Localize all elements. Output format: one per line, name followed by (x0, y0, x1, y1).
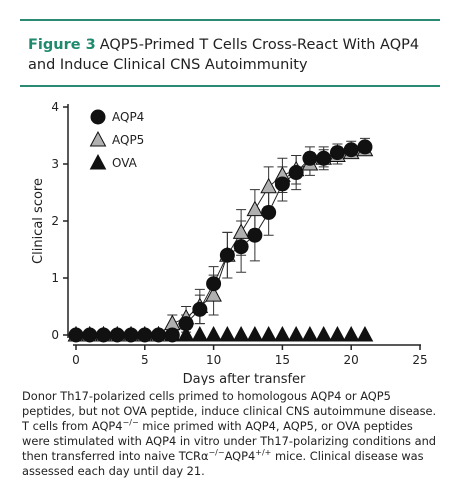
data-point (246, 200, 264, 217)
data-point (315, 325, 333, 342)
data-point (302, 150, 318, 166)
data-point (329, 325, 346, 342)
data-point (301, 325, 319, 342)
caption-text: Donor Th17-polarized cells primed to hom… (22, 389, 437, 433)
data-point (329, 145, 345, 161)
data-point (178, 316, 194, 332)
legend-marker (90, 109, 106, 125)
data-point (96, 327, 112, 343)
data-point (219, 247, 235, 263)
data-point (205, 325, 222, 342)
data-point (164, 327, 180, 343)
figure-label: Figure 3 (28, 37, 96, 53)
y-axis-label: Clinical score (31, 178, 46, 264)
x-tick-label: 25 (412, 353, 427, 367)
data-point (274, 325, 291, 342)
x-tick-label: 15 (275, 353, 290, 367)
data-point (357, 139, 373, 155)
x-tick-label: 10 (206, 353, 221, 367)
y-tick-label: 4 (51, 100, 59, 114)
legend-marker (89, 153, 107, 170)
caption-text: mice primed with AQP4, AQP5, or OVA pept… (22, 419, 437, 463)
caption: Donor Th17-polarized cells primed to hom… (22, 389, 444, 479)
data-point (109, 327, 125, 343)
title-text: AQP5-Primed T Cells Cross-React With AQP… (28, 37, 420, 73)
data-point (82, 327, 98, 343)
x-tick-label: 5 (141, 353, 149, 367)
chart: 0 1 2 3 4 0 5 10 15 20 25 Days after transfer Clinic… (31, 100, 428, 385)
legend-marker (89, 130, 107, 147)
x-tick-label: 20 (344, 353, 359, 367)
data-point (68, 327, 84, 343)
data-point (260, 177, 277, 194)
data-point (247, 227, 263, 243)
data-point (205, 286, 222, 302)
data-point (206, 276, 222, 292)
top-rule (20, 19, 440, 21)
data-point (260, 325, 277, 342)
series-line (76, 149, 366, 336)
data-point (137, 327, 153, 343)
data-point (287, 325, 305, 342)
caption-superscript: −/− (208, 448, 225, 458)
figure-title: Figure 3 AQP5-Primed T Cells Cross-React … (28, 35, 448, 75)
caption-superscript: +/+ (255, 448, 272, 458)
legend-label: AQP5 (112, 133, 144, 147)
caption-superscript: −/− (122, 418, 139, 428)
data-point (316, 150, 332, 166)
x-tick-label: 0 (72, 353, 80, 367)
data-point (343, 142, 359, 158)
data-point (177, 325, 195, 342)
y-tick-label: 0 (51, 328, 59, 342)
title-rule (20, 85, 440, 87)
y-tick-label: 2 (51, 214, 59, 228)
caption-text: AQP4 (224, 449, 256, 463)
data-point (356, 325, 374, 342)
data-point (151, 327, 167, 343)
data-point (261, 204, 277, 220)
data-point (233, 239, 249, 255)
caption-text: mice. Clinical disease was assessed each… (22, 449, 424, 478)
data-point (232, 325, 250, 342)
series-line (76, 146, 366, 336)
x-axis-label: Days after transfer (183, 372, 306, 385)
data-point (246, 325, 264, 342)
data-point (232, 223, 250, 239)
data-point (288, 165, 304, 181)
data-point (274, 176, 290, 192)
data-point (342, 325, 360, 342)
data-point (219, 325, 236, 342)
data-point (123, 327, 139, 343)
data-point (191, 325, 209, 342)
legend-label: AQP4 (112, 110, 144, 124)
legend-label: OVA (112, 156, 138, 170)
y-tick-label: 1 (51, 271, 59, 285)
y-tick-label: 3 (51, 157, 59, 171)
data-point (192, 301, 208, 317)
